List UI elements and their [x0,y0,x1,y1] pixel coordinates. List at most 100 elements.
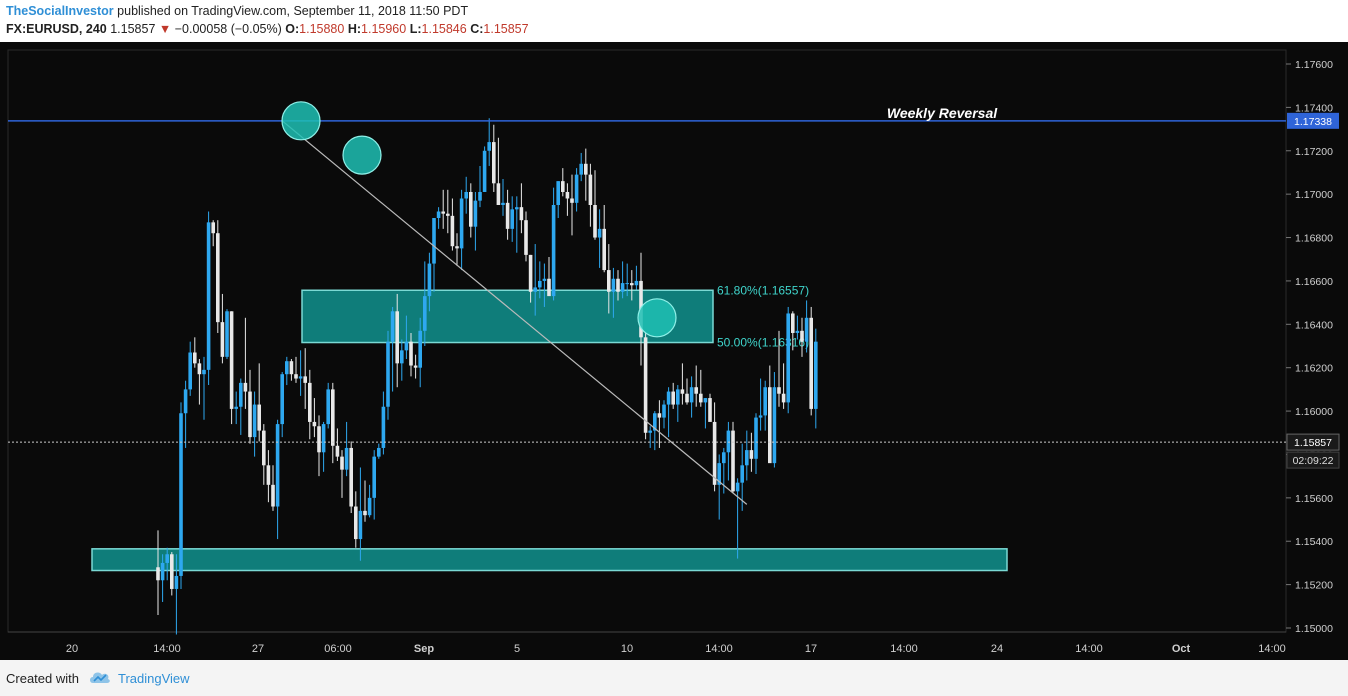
y-tick-label: 1.17600 [1295,59,1333,71]
candle [418,317,422,388]
candle [482,146,487,192]
candle [262,424,266,485]
candle-body [234,406,238,409]
candle-body [781,393,786,403]
y-tick-label: 1.16200 [1295,363,1333,375]
candle-body [496,183,501,205]
candle-body [280,374,284,425]
candle [533,244,537,316]
candle-body [386,341,390,407]
candle-body [611,278,616,292]
candle-body [363,510,367,516]
y-tick-label: 1.16800 [1295,233,1333,245]
price-chart[interactable]: 1.17600 1.17400 1.17200 1.17000 1.16800 1.166… [0,42,1348,660]
candle-body [206,222,211,370]
candle [400,339,404,381]
candle [211,220,215,247]
candle-body [156,567,160,581]
candle [459,189,464,271]
candle [239,378,243,435]
candle [395,293,399,388]
candle-body [666,391,671,405]
candle-body [243,382,248,392]
candle-body [285,361,289,375]
candle [446,189,450,234]
candle-body [390,311,395,342]
candle-body [703,398,708,403]
candle-body [372,456,376,498]
candle-body [561,181,565,192]
candle [745,430,749,481]
low-label: L: [409,22,422,36]
down-arrow-icon: ▼ [158,22,172,36]
x-tick-label: 24 [991,643,1003,655]
candle-body [211,222,215,234]
candle-body [312,421,317,427]
candle [763,380,767,431]
candle [602,205,606,273]
candle [156,530,160,615]
x-tick-label: 14:00 [705,643,733,655]
candle [469,183,473,238]
symbol-interval[interactable]: FX:EURUSD, 240 [6,22,107,36]
candle-body [459,198,464,249]
candle-body [800,330,804,342]
candle [165,547,169,581]
y-tick-label: 1.15400 [1295,536,1333,548]
tradingview-link[interactable]: TradingView [118,671,190,686]
candle [749,432,754,472]
author-link[interactable]: TheSocialInvestor [6,4,114,18]
candle-body [712,421,717,485]
candle-body [395,311,399,364]
candle [809,306,813,416]
candle [317,415,321,477]
y-tick-label: 1.16400 [1295,319,1333,331]
y-tick-label: 1.16600 [1295,276,1333,288]
candle-body [335,445,340,457]
candle-body [515,207,519,210]
candle-body [239,382,243,407]
candle-body [377,447,381,457]
reversal-price-label: 1.17338 [1294,116,1332,128]
candle [666,387,671,438]
candle [423,261,427,346]
candle [331,382,335,464]
candle-body [487,142,491,151]
candle-body [653,413,657,431]
candle-body [183,389,188,414]
candle [340,450,344,498]
candle-body [584,163,588,175]
y-tick-label: 1.15000 [1295,623,1333,635]
chart-canvas[interactable]: 1.17600 1.17400 1.17200 1.17000 1.16800 1.166… [0,42,1348,660]
published-text: published on TradingView.com, September … [117,4,469,18]
candle-body [528,254,533,292]
candle [473,191,478,251]
candle-body [519,207,524,221]
candle-body [492,142,496,184]
candle [607,244,611,314]
candle-body [358,510,363,540]
candle-body [262,430,266,466]
candle-body [308,382,312,422]
candle [229,311,234,425]
candle-body [174,575,179,589]
candle [505,189,510,240]
touch-point-circle [281,101,321,141]
candle-body [266,465,271,485]
candle [611,267,616,318]
candle-body [597,228,602,238]
candle-body [814,341,818,409]
candle [436,207,441,229]
countdown-label: 02:09:22 [1293,455,1334,467]
candle-body [749,450,754,459]
close-value: 1.15857 [483,22,529,36]
candle-body [722,452,726,464]
candle-body [298,376,303,379]
candle [708,393,712,422]
candle-body [275,424,280,507]
fib-lower-label: 50.00%(1.16316) [717,336,809,350]
candle [179,402,183,589]
candle [160,554,165,602]
candle-body [758,415,763,418]
candle-body [464,191,468,199]
